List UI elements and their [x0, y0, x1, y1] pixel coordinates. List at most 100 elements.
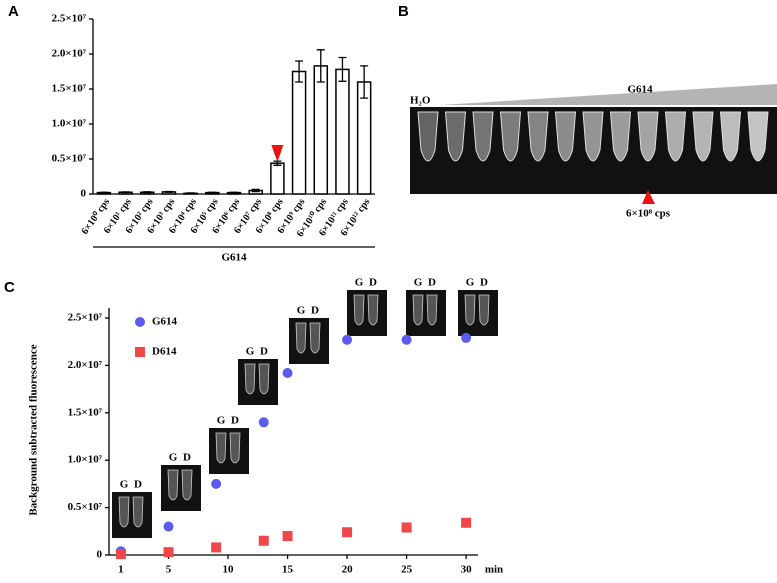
panel-label: C [4, 279, 15, 296]
y-tick-label: 0.5×10⁷ [52, 153, 87, 165]
y-tick-label: 0 [81, 188, 87, 200]
error-bar [360, 65, 369, 99]
y-tick-label: 1.0×10⁷ [52, 118, 87, 130]
bar [291, 70, 307, 195]
x-tick-label: 1 [118, 564, 124, 576]
inset-tube [118, 496, 130, 528]
x-tick-label: 25 [401, 564, 413, 576]
panel-label: A [8, 3, 19, 20]
inset-label: G [217, 415, 226, 427]
bar [270, 162, 285, 195]
point [211, 478, 222, 489]
inset-photo [209, 428, 249, 474]
inset-label: G [169, 452, 178, 464]
inset-tube [181, 469, 193, 501]
tube [499, 111, 522, 162]
tube [747, 111, 769, 162]
y-tick-label: 2.5×10⁷ [68, 312, 103, 324]
point [282, 367, 293, 378]
inset-tube [132, 496, 144, 528]
inset-label: G [297, 305, 306, 317]
bar [313, 65, 329, 195]
point [163, 547, 174, 558]
inset-photo [238, 359, 278, 405]
y-tick-label: 1.5×10⁷ [68, 406, 103, 418]
point [461, 517, 472, 528]
y-tick-label: 2.0×10⁷ [68, 359, 103, 371]
y-tick-label: 1.0×10⁷ [68, 454, 103, 466]
inset-label: D [183, 452, 191, 464]
legend-label: G614 [152, 316, 178, 328]
gel-image [410, 84, 777, 204]
point [211, 542, 222, 553]
legend-marker [135, 347, 145, 357]
inset-tube [353, 294, 365, 326]
inset-label: G [120, 479, 129, 491]
tube [554, 111, 577, 162]
arrow [642, 190, 655, 204]
legend-marker [135, 317, 145, 327]
inset-photo [289, 318, 329, 364]
legend-label: D614 [152, 346, 177, 358]
inset-tube [244, 363, 256, 395]
arrow [271, 145, 284, 162]
inset-tube [412, 294, 424, 326]
x-tick-label: 10 [223, 564, 235, 576]
inset-label: D [428, 277, 436, 289]
x-axis-label: min [485, 564, 503, 576]
inset-tube [258, 363, 270, 395]
point [401, 334, 412, 345]
y-tick-label: 2.0×10⁷ [52, 48, 87, 60]
inset-tube [464, 294, 476, 326]
inset-tube [367, 294, 379, 326]
inset-photo [161, 465, 201, 511]
lane-label: H₂O [410, 95, 431, 107]
gradient-label: G614 [627, 84, 653, 96]
tube [417, 111, 439, 162]
x-tick-label: 20 [342, 564, 354, 576]
inset-label: G [466, 277, 475, 289]
error-bar [121, 191, 130, 194]
panel-label: B [398, 3, 409, 20]
inset-photo [458, 290, 498, 336]
tube [472, 111, 494, 162]
tube [444, 111, 467, 162]
y-tick-label: 0.5×10⁷ [68, 501, 103, 513]
x-tick-label: 5 [166, 564, 172, 576]
point [282, 531, 293, 542]
inset-label: D [311, 305, 319, 317]
inset-label: D [231, 415, 239, 427]
point [115, 549, 126, 560]
bar [356, 81, 372, 195]
tube [527, 111, 549, 162]
inset-photo [406, 290, 446, 336]
point [342, 334, 353, 345]
tube [664, 111, 687, 162]
point [258, 535, 269, 546]
error-bar [143, 191, 152, 194]
inset-label: D [480, 277, 488, 289]
y-tick-label: 2.5×10⁷ [52, 13, 87, 25]
error-bar [230, 191, 238, 194]
inset-photo [347, 290, 387, 336]
y-tick-label: 1.5×10⁷ [52, 83, 87, 95]
tube [609, 111, 632, 162]
tube [692, 111, 714, 162]
error-bar [186, 192, 195, 195]
tube [582, 111, 604, 162]
inset-tube [229, 432, 241, 464]
y-tick-label: 0 [97, 549, 103, 561]
inset-label: D [260, 346, 268, 358]
inset-tube [167, 469, 179, 501]
error-bar [251, 188, 260, 193]
inset-label: D [134, 479, 142, 491]
inset-photo [112, 492, 152, 538]
tube [637, 111, 659, 162]
error-bar [338, 56, 347, 82]
inset-label: G [246, 346, 255, 358]
x-tick-label: 30 [461, 564, 473, 576]
inset-tube [295, 322, 307, 354]
error-bar [295, 60, 304, 83]
inset-label: G [414, 277, 423, 289]
